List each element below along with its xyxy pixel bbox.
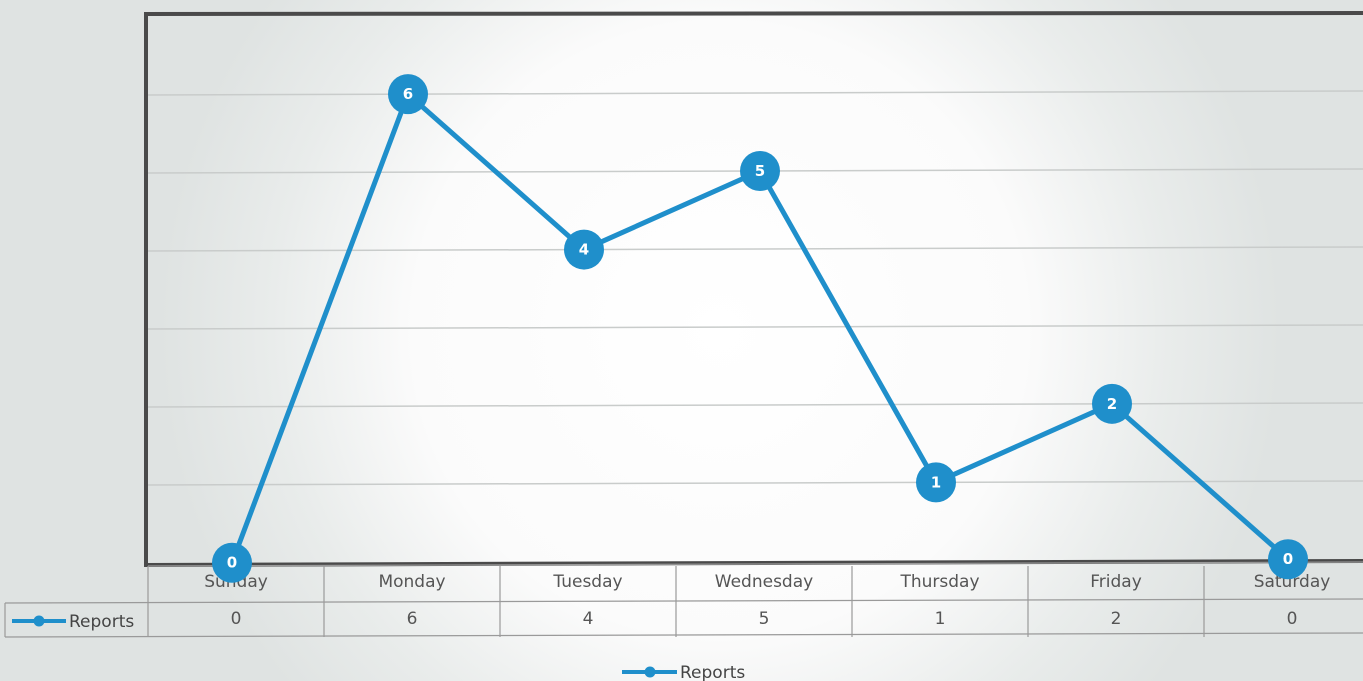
x-tick-label: Monday <box>378 572 445 592</box>
data-label: 0 <box>227 554 237 572</box>
table-border <box>4 598 1363 604</box>
legend: Reports <box>622 663 745 681</box>
table-value-cell: 2 <box>1111 609 1122 629</box>
x-tick-label: Tuesday <box>552 572 622 592</box>
table-value-cell: 6 <box>407 609 418 629</box>
gridline <box>147 90 1363 96</box>
table-border <box>147 561 1363 567</box>
x-tick-label: Wednesday <box>715 572 813 592</box>
data-label: 4 <box>579 241 589 259</box>
gridline <box>147 402 1363 408</box>
data-label: 5 <box>755 162 765 180</box>
table-legend-key-marker <box>33 615 45 627</box>
legend-key-marker <box>644 666 656 678</box>
gridlines <box>147 90 1363 486</box>
data-label: 2 <box>1107 395 1117 413</box>
table-value-cell: 0 <box>1287 609 1298 629</box>
data-label: 6 <box>403 85 413 103</box>
x-tick-label: Saturday <box>1254 572 1331 592</box>
gridline <box>147 246 1363 252</box>
gridline <box>147 324 1363 330</box>
data-label: 1 <box>931 473 941 491</box>
table-border <box>4 632 1363 638</box>
series-reports: 0 6 4 5 1 2 0 <box>212 74 1308 583</box>
table-value-cell: 0 <box>231 609 242 629</box>
data-table: Sunday0Monday6Tuesday4Wednesday5Thursday… <box>4 561 1363 638</box>
data-point-marker <box>1268 539 1308 580</box>
data-point-marker <box>212 542 252 583</box>
data-point-marker <box>916 462 956 503</box>
x-tick-label: Friday <box>1090 572 1142 592</box>
data-point-marker <box>740 150 780 191</box>
data-point-marker <box>388 74 428 115</box>
x-tick-label: Thursday <box>899 572 979 592</box>
plot-area-border <box>144 11 1363 568</box>
table-value-cell: 1 <box>935 609 946 629</box>
data-point-marker <box>564 229 604 270</box>
table-value-cell: 5 <box>759 609 770 629</box>
data-label: 0 <box>1283 550 1293 568</box>
table-value-cell: 4 <box>583 609 594 629</box>
gridline <box>147 480 1363 486</box>
data-point-marker <box>1092 383 1132 424</box>
legend-label: Reports <box>680 663 745 681</box>
table-series-name: Reports <box>69 612 134 632</box>
